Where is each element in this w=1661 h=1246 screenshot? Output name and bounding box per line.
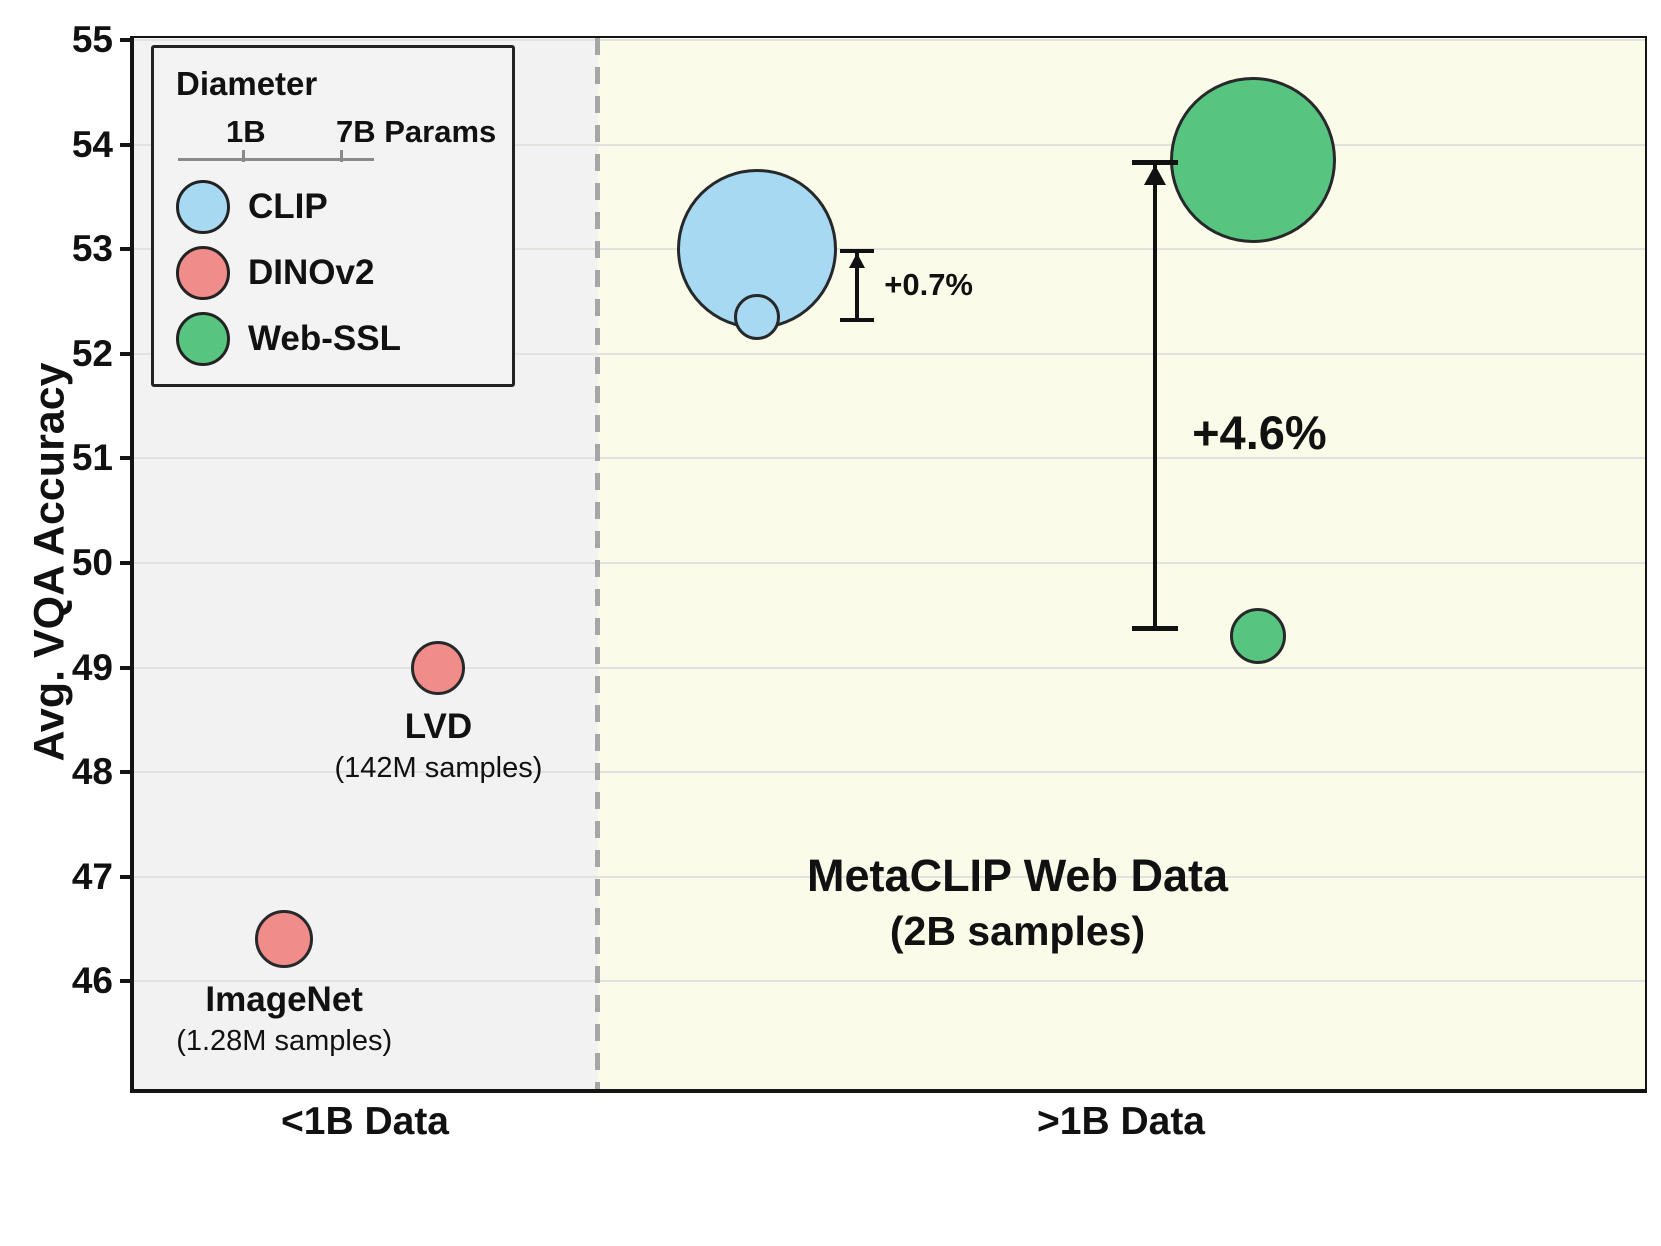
dinov2-swatch-circle xyxy=(176,246,230,300)
y-tick-mark-47 xyxy=(120,874,133,879)
gridline-48 xyxy=(133,771,1645,774)
scale-label-1b: 1B xyxy=(226,114,266,149)
x-axis-line xyxy=(130,1089,1647,1093)
axis-top-line xyxy=(130,36,1647,38)
delta-label: +0.7% xyxy=(884,266,973,302)
delta-top-cap xyxy=(840,249,875,254)
y-tick-mark-53 xyxy=(120,247,133,252)
region-label-line2: (2B samples) xyxy=(889,907,1146,954)
delta-arrow-0.7: +0.7% xyxy=(840,249,973,323)
y-axis-line xyxy=(130,36,134,1093)
y-tick-mark-51 xyxy=(120,456,133,461)
bubble-label-imagenet: ImageNet (1.28M samples) xyxy=(176,978,392,1060)
region-label-line1: MetaCLIP Web Data xyxy=(807,849,1228,901)
plot-area: ImageNet (1.28M samples) LVD (142M samples)… xyxy=(133,38,1645,1089)
y-axis: 46 47 48 49 50 51 52 53 54 55 xyxy=(0,19,133,1089)
y-tick-label-46: 46 xyxy=(71,960,113,1002)
gridline-52 xyxy=(133,352,1645,355)
delta-stem xyxy=(855,253,859,319)
gridline-51 xyxy=(133,457,1645,460)
legend-entry-clip: CLIP xyxy=(176,180,490,234)
y-tick-mark-50 xyxy=(120,560,133,565)
y-tick-mark-46 xyxy=(120,979,133,984)
y-tick-mark-54 xyxy=(120,142,133,147)
y-tick-label-50: 50 xyxy=(71,541,113,583)
webssl-swatch-circle xyxy=(176,312,230,366)
legend-title: Diameter xyxy=(176,65,318,102)
y-tick-mark-52 xyxy=(120,351,133,356)
webssl-bubble xyxy=(1170,77,1337,244)
y-tick-label-53: 53 xyxy=(71,228,113,270)
legend-diameter-scale: 1B 7B Params xyxy=(176,108,496,168)
legend-entry-dinov2: DINOv2 xyxy=(176,246,490,300)
y-tick-label-47: 47 xyxy=(71,855,113,897)
gridline-49 xyxy=(133,666,1645,669)
y-tick-label-49: 49 xyxy=(71,646,113,688)
delta-top-cap xyxy=(1132,160,1179,166)
y-tick-mark-48 xyxy=(120,770,133,775)
y-tick-mark-49 xyxy=(120,665,133,670)
delta-arrowhead-up xyxy=(1144,165,1167,186)
scale-tick-7b xyxy=(340,150,343,162)
delta-arrowhead-up xyxy=(849,253,866,269)
x-category-label-lt1b: <1B Data xyxy=(281,1100,449,1143)
gridline-53 xyxy=(133,248,1645,251)
clip-swatch-circle xyxy=(176,180,230,234)
delta-bottom-cap xyxy=(840,318,875,323)
legend-label-clip: CLIP xyxy=(248,187,328,226)
delta-stem xyxy=(1153,165,1158,626)
delta-arrow-4.6: +4.6% xyxy=(1132,160,1327,631)
gridline-50 xyxy=(133,561,1645,564)
bubble-name: ImageNet xyxy=(205,980,363,1020)
delta-bottom-cap xyxy=(1132,625,1179,631)
webssl-bubble xyxy=(1229,608,1286,665)
region-divider-dashed-line xyxy=(595,38,601,1089)
gridline-47 xyxy=(133,875,1645,878)
metaclip-region-label: MetaCLIP Web Data (2B samples) xyxy=(807,847,1228,957)
x-category-label-gt1b: >1B Data xyxy=(1037,1100,1205,1143)
scale-label-7b: 7B Params xyxy=(336,114,497,149)
bubble-samples: (1.28M samples) xyxy=(176,1025,393,1058)
axis-right-line xyxy=(1645,36,1647,1093)
legend: Diameter 1B 7B Params CLIP DINOv2 Web-SS… xyxy=(151,45,515,387)
bubble-label-lvd: LVD (142M samples) xyxy=(334,705,542,787)
clip-bubble xyxy=(734,294,781,341)
y-tick-label-52: 52 xyxy=(71,332,113,374)
legend-label-dinov2: DINOv2 xyxy=(248,253,375,292)
gridline-55 xyxy=(133,39,1645,42)
bubble-name: LVD xyxy=(404,706,473,746)
scale-tick-1b xyxy=(242,150,245,162)
bubble-samples: (142M samples) xyxy=(334,751,543,784)
legend-entry-webssl: Web-SSL xyxy=(176,312,490,366)
y-tick-label-54: 54 xyxy=(71,123,113,165)
legend-label-webssl: Web-SSL xyxy=(248,319,401,358)
y-tick-label-48: 48 xyxy=(71,751,113,793)
dinov2-bubble-imagenet xyxy=(255,910,314,969)
y-tick-mark-55 xyxy=(120,38,133,43)
dinov2-bubble-lvd xyxy=(411,640,466,695)
y-tick-label-55: 55 xyxy=(71,19,113,61)
y-tick-label-51: 51 xyxy=(71,437,113,479)
delta-label: +4.6% xyxy=(1192,405,1327,459)
gridline-46 xyxy=(133,980,1645,983)
gridline-54 xyxy=(133,143,1645,146)
scale-line xyxy=(178,158,374,161)
